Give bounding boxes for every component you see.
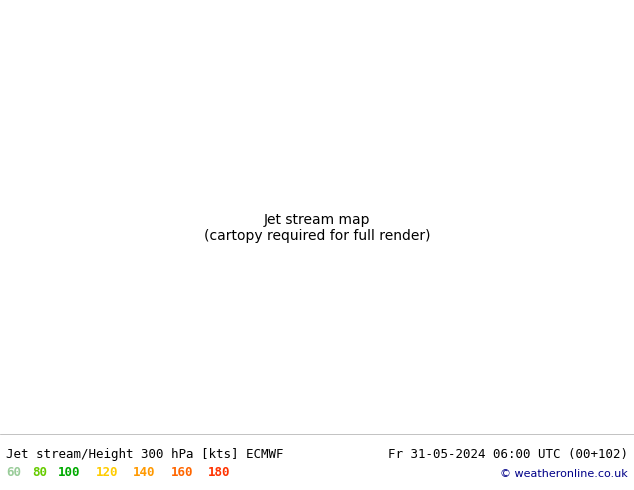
Text: Jet stream/Height 300 hPa [kts] ECMWF: Jet stream/Height 300 hPa [kts] ECMWF bbox=[6, 448, 284, 461]
Text: 180: 180 bbox=[208, 466, 230, 479]
Text: 120: 120 bbox=[96, 466, 118, 479]
Text: © weatheronline.co.uk: © weatheronline.co.uk bbox=[500, 469, 628, 479]
Text: Fr 31-05-2024 06:00 UTC (00+102): Fr 31-05-2024 06:00 UTC (00+102) bbox=[387, 448, 628, 461]
Text: 160: 160 bbox=[171, 466, 193, 479]
Text: 80: 80 bbox=[32, 466, 48, 479]
Text: 60: 60 bbox=[6, 466, 22, 479]
Text: Jet stream map
(cartopy required for full render): Jet stream map (cartopy required for ful… bbox=[204, 213, 430, 243]
Text: 140: 140 bbox=[133, 466, 155, 479]
Text: 100: 100 bbox=[58, 466, 81, 479]
